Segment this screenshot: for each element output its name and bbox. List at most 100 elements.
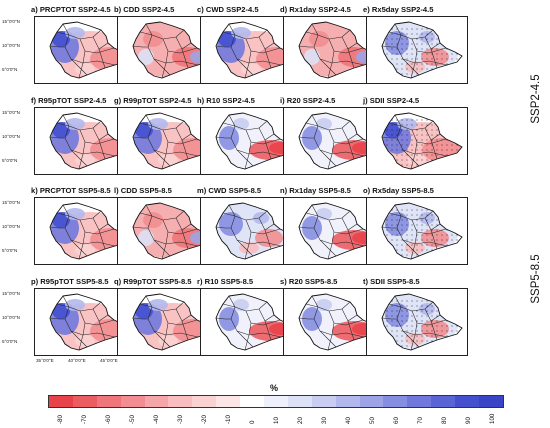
significance-dot — [441, 159, 443, 161]
significance-dot — [401, 229, 403, 231]
significance-dot — [396, 139, 398, 141]
change-field-patch — [385, 31, 409, 55]
region-boundary — [222, 303, 236, 308]
country-outline — [49, 21, 131, 79]
significance-dot — [426, 164, 428, 166]
significance-dot — [426, 325, 428, 327]
region-boundary — [430, 223, 441, 231]
significance-dot — [401, 214, 403, 216]
change-field-patch — [419, 303, 435, 315]
significance-dot — [391, 340, 393, 342]
country-outline — [49, 293, 131, 351]
significance-dot — [406, 28, 408, 30]
significance-dot — [406, 144, 408, 146]
significance-dot — [406, 134, 408, 136]
significance-dot — [436, 38, 438, 40]
significance-dot — [426, 229, 428, 231]
significance-dot — [431, 305, 433, 307]
region-boundary — [222, 212, 236, 217]
colorbar-tick-label: -20 — [201, 415, 208, 424]
significance-dot — [441, 53, 443, 55]
region-boundary — [264, 133, 275, 141]
significance-dot — [386, 335, 388, 337]
significance-dot — [406, 325, 408, 327]
significance-dot — [416, 48, 418, 50]
significance-dot — [456, 330, 458, 332]
significance-dot — [421, 124, 423, 126]
significance-dot — [441, 33, 443, 35]
significance-dot — [396, 345, 398, 347]
region-boundary — [382, 226, 397, 229]
significance-dot — [386, 73, 388, 75]
significance-dot — [411, 43, 413, 45]
region-boundary — [181, 223, 192, 231]
region-boundary — [327, 38, 335, 78]
region-boundary — [264, 314, 275, 322]
significance-dot — [441, 340, 443, 342]
longitude-tick-label: 40°0'0"E — [68, 358, 86, 363]
significance-dot — [391, 68, 393, 70]
significance-dot — [446, 63, 448, 65]
region-boundary — [167, 47, 198, 54]
map-panel — [34, 288, 136, 356]
significance-dot — [456, 254, 458, 256]
significance-dot — [416, 28, 418, 30]
significance-dot — [396, 234, 398, 236]
significance-dot — [431, 68, 433, 70]
significance-dot — [401, 310, 403, 312]
significance-dot — [391, 330, 393, 332]
region-boundary — [153, 239, 199, 247]
significance-dot — [401, 48, 403, 50]
significance-dot — [396, 43, 398, 45]
region-boundary — [347, 223, 358, 231]
significance-dot — [416, 330, 418, 332]
significance-dot — [451, 300, 453, 302]
significance-dot — [406, 254, 408, 256]
significance-dot — [406, 335, 408, 337]
significance-dot — [431, 345, 433, 347]
region-boundary — [98, 42, 109, 50]
significance-dot — [436, 63, 438, 65]
significance-dot — [386, 234, 388, 236]
significance-dot — [451, 209, 453, 211]
significance-dot — [411, 214, 413, 216]
significance-dot — [406, 119, 408, 121]
region-boundary — [139, 31, 153, 36]
significance-dot — [421, 134, 423, 136]
colorbar-tick-label: 100 — [489, 413, 496, 424]
significance-dot — [396, 159, 398, 161]
region-boundary — [70, 149, 116, 157]
latitude-tick-label: 10°0'0"N — [2, 43, 20, 48]
region-boundary — [133, 317, 148, 320]
significance-dot — [396, 224, 398, 226]
panel-title: k) PRCPTOT SSP5-8.5 — [31, 186, 111, 195]
country-outline — [381, 293, 463, 351]
significance-dot — [401, 58, 403, 60]
significance-dot — [396, 254, 398, 256]
region-boundary — [416, 138, 447, 145]
significance-dot — [421, 330, 423, 332]
significance-dot — [421, 249, 423, 251]
ethiopia-map — [381, 112, 463, 170]
significance-dot — [436, 249, 438, 251]
significance-dot — [386, 325, 388, 327]
significance-dot — [386, 119, 388, 121]
region-boundary — [299, 136, 314, 139]
colorbar-tick-label: -60 — [105, 415, 112, 424]
region-boundary — [244, 129, 252, 169]
colorbar-bin — [383, 396, 408, 407]
significance-dot — [416, 63, 418, 65]
significance-dot — [441, 305, 443, 307]
significance-dot — [401, 249, 403, 251]
significance-dot — [456, 129, 458, 131]
change-field-patch — [219, 212, 243, 236]
colorbar-tick-label: -40 — [153, 415, 160, 424]
change-field-patch — [419, 212, 435, 224]
significance-dot — [436, 320, 438, 322]
significance-dot — [456, 340, 458, 342]
significance-dot — [421, 340, 423, 342]
colorbar-bin — [311, 396, 336, 407]
significance-dot — [401, 345, 403, 347]
significance-dot — [436, 28, 438, 30]
significance-dot — [401, 68, 403, 70]
